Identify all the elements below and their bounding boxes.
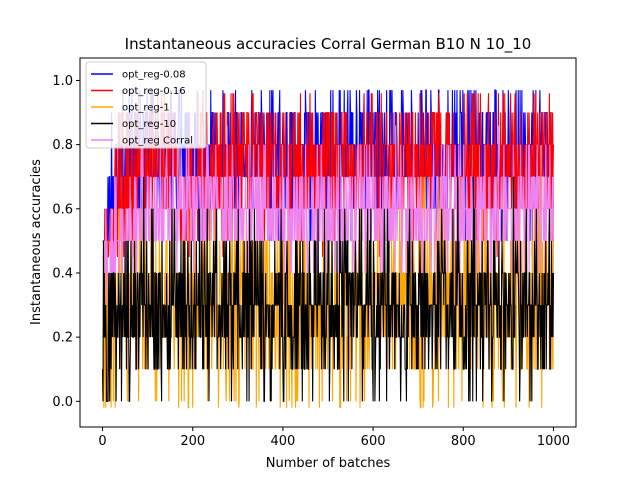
legend-box — [85, 61, 207, 149]
x-tick-label: 200 — [180, 434, 205, 449]
legend-label: opt_reg-10 — [122, 119, 176, 130]
plot-frame — [79, 57, 577, 428]
legend-items: opt_reg-0.08 opt_reg-0.16 opt_reg-1 opt_reg… — [91, 70, 193, 147]
x-axis-ticks: 0 200 400 600 800 1000 — [98, 427, 570, 449]
chart-title: Instantaneous accuracies Corral German B… — [125, 35, 532, 54]
legend-label: opt_reg-0.16 — [122, 86, 186, 97]
y-tick-label: 1.0 — [52, 74, 73, 89]
x-tick-label: 1000 — [537, 434, 570, 449]
y-tick-label: 0.0 — [52, 395, 73, 410]
x-axis-label: Number of batches — [266, 456, 391, 471]
series-layer — [102, 89, 555, 409]
legend-label: opt_reg Corral — [122, 136, 193, 147]
series-line-opt-reg-corral — [102, 125, 554, 338]
y-tick-label: 0.2 — [52, 331, 73, 346]
legend-label: opt_reg-0.08 — [122, 70, 186, 81]
legend-label: opt_reg-1 — [122, 103, 170, 114]
x-tick-label: 0 — [98, 434, 106, 449]
y-axis-ticks: 0.0 0.2 0.4 0.6 0.8 1.0 — [52, 74, 80, 410]
y-tick-label: 0.6 — [52, 202, 73, 217]
x-tick-label: 400 — [270, 434, 295, 449]
y-axis-label: Instantaneous accuracies — [29, 159, 44, 325]
legend: opt_reg-0.08 opt_reg-0.16 opt_reg-1 opt_reg… — [85, 61, 207, 149]
y-tick-label: 0.4 — [52, 266, 73, 281]
x-tick-label: 600 — [361, 434, 386, 449]
x-tick-label: 800 — [451, 434, 476, 449]
y-tick-label: 0.8 — [52, 138, 73, 153]
series-line-opt-reg-10 — [102, 176, 554, 402]
